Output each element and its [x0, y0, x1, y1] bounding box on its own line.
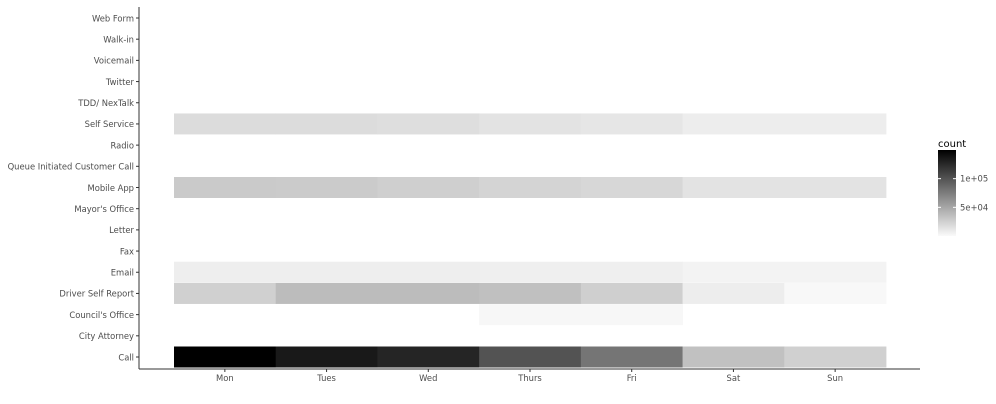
- heatmap-cell-council-s-office-fri: [580, 304, 683, 326]
- heatmap-cell-mobile-app-tues: [275, 177, 378, 198]
- heatmap-cell-call-thurs: [479, 346, 582, 368]
- heatmap-cell-self-service-thurs: [479, 113, 582, 135]
- heatmap-cell-call-fri: [580, 346, 683, 368]
- legend-tick-label: 5e+04: [960, 202, 988, 212]
- y-tick-label-call: Call: [118, 352, 134, 362]
- heatmap-cell-self-service-mon: [174, 113, 277, 135]
- x-tick-labels: Mon Tues Wed Thurs Fri Sat Sun: [216, 369, 843, 383]
- legend-colorbar: [938, 150, 956, 236]
- y-tick-labels: Call City Attorney Council's Office Driver …: [8, 13, 139, 362]
- heatmap-cell-mobile-app-mon: [174, 177, 277, 198]
- y-tick-label-tdd-nextalk: TDD/ NexTalk: [77, 98, 134, 108]
- y-tick-label-letter: Letter: [109, 225, 134, 235]
- legend-ticks: 5e+04 1e+05: [938, 174, 988, 212]
- x-tick-label-fri: Fri: [627, 373, 637, 383]
- heatmap-cell-self-service-sat: [682, 113, 785, 135]
- y-tick-label-walk-in: Walk-in: [103, 34, 134, 44]
- heatmap-cell-call-sun: [784, 346, 887, 368]
- heatmap-cell-call-tues: [275, 346, 378, 368]
- y-tick-label-queue-initiated-customer-call: Queue Initiated Customer Call: [8, 162, 134, 172]
- heatmap-cell-mobile-app-fri: [580, 177, 683, 198]
- y-tick-label-radio: Radio: [110, 140, 134, 150]
- heatmap-cell-call-wed: [377, 346, 480, 368]
- heatmap-cell-call-mon: [174, 346, 277, 368]
- heatmap-cell-mobile-app-sat: [682, 177, 785, 198]
- heatmap-cell-mobile-app-wed: [377, 177, 480, 198]
- y-tick-label-twitter: Twitter: [105, 77, 135, 87]
- y-tick-label-mayor-s-office: Mayor's Office: [74, 204, 134, 214]
- heatmap-cell-driver-self-report-sat: [682, 282, 785, 304]
- heatmap-cell-driver-self-report-wed: [377, 282, 480, 304]
- heatmap-cell-email-sat: [682, 261, 785, 283]
- y-tick-label-self-service: Self Service: [85, 119, 134, 129]
- y-tick-label-city-attorney: City Attorney: [79, 331, 134, 341]
- heatmap-cell-email-sun: [784, 261, 887, 283]
- heatmap-cell-email-tues: [275, 261, 378, 283]
- y-tick-label-council-s-office: Council's Office: [69, 310, 134, 320]
- x-tick-label-sun: Sun: [827, 373, 843, 383]
- y-tick-label-fax: Fax: [120, 246, 134, 256]
- x-tick-label-mon: Mon: [216, 373, 234, 383]
- heatmap-cell-mobile-app-sun: [784, 177, 887, 198]
- heatmap-cell-self-service-sun: [784, 113, 887, 135]
- heatmap-cell-driver-self-report-sun: [784, 282, 887, 304]
- heatmap-cells: [174, 113, 887, 368]
- heatmap-cell-self-service-tues: [275, 113, 378, 135]
- heatmap-cell-email-wed: [377, 261, 480, 283]
- legend-tick-label: 1e+05: [960, 174, 988, 184]
- heatmap-cell-email-mon: [174, 261, 277, 283]
- heatmap-cell-email-fri: [580, 261, 683, 283]
- color-legend: count 5e+04 1e+05: [938, 139, 988, 236]
- heatmap-cell-mobile-app-thurs: [479, 177, 582, 198]
- y-tick-label-web-form: Web Form: [92, 13, 134, 23]
- x-tick-label-tues: Tues: [316, 373, 336, 383]
- heatmap-cell-self-service-wed: [377, 113, 480, 135]
- y-tick-label-voicemail: Voicemail: [94, 56, 134, 66]
- heatmap-cell-driver-self-report-fri: [580, 282, 683, 304]
- heatmap-cell-council-s-office-thurs: [479, 304, 582, 326]
- x-tick-label-sat: Sat: [727, 373, 741, 383]
- heatmap-cell-driver-self-report-tues: [275, 282, 378, 304]
- heatmap-cell-driver-self-report-mon: [174, 282, 277, 304]
- y-tick-label-email: Email: [111, 268, 134, 278]
- x-tick-label-thurs: Thurs: [517, 373, 542, 383]
- y-tick-label-driver-self-report: Driver Self Report: [59, 289, 134, 299]
- heatmap-cell-email-thurs: [479, 261, 582, 283]
- heatmap-cell-self-service-fri: [580, 113, 683, 135]
- heatmap-cell-driver-self-report-thurs: [479, 282, 582, 304]
- legend-title: count: [938, 139, 966, 150]
- heatmap-cell-call-sat: [682, 346, 785, 368]
- x-tick-label-wed: Wed: [419, 373, 437, 383]
- y-tick-label-mobile-app: Mobile App: [88, 183, 135, 193]
